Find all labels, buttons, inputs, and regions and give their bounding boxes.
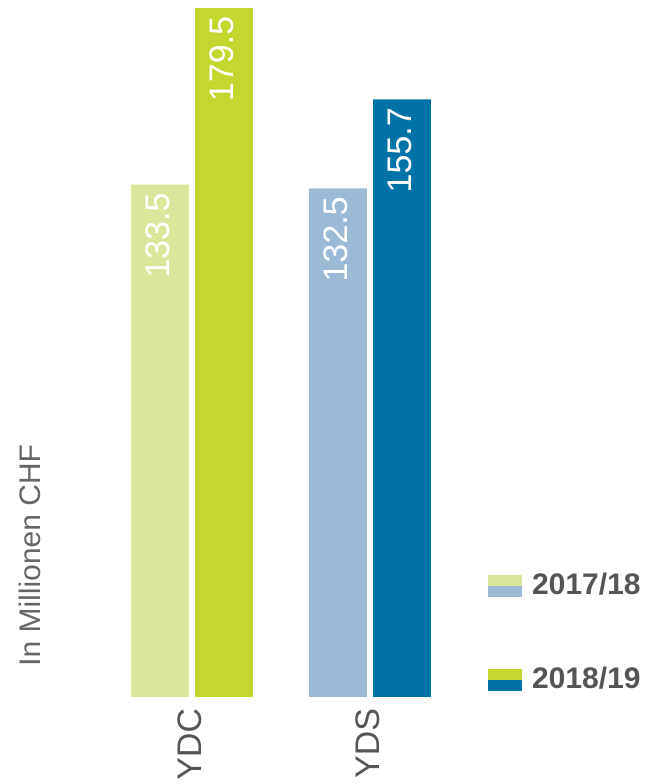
- value-label: 132.5: [317, 196, 355, 281]
- legend-label: 2017/18: [532, 568, 640, 601]
- legend-swatch: [488, 669, 522, 680]
- legend-swatch: [488, 680, 522, 691]
- value-label: 133.5: [139, 193, 177, 278]
- y-axis-label: In Millionen CHF: [14, 444, 47, 666]
- legend-swatch: [488, 586, 522, 597]
- value-label: 179.5: [203, 16, 241, 101]
- bar: [309, 188, 367, 698]
- bar: [131, 184, 189, 698]
- x-tick-label: YDC: [171, 708, 209, 780]
- legend-swatch: [488, 575, 522, 586]
- bar: [195, 8, 253, 697]
- x-tick-label: YDS: [349, 708, 387, 778]
- legend-label: 2018/19: [532, 662, 640, 695]
- value-label: 155.7: [381, 107, 419, 192]
- bar: [373, 99, 431, 698]
